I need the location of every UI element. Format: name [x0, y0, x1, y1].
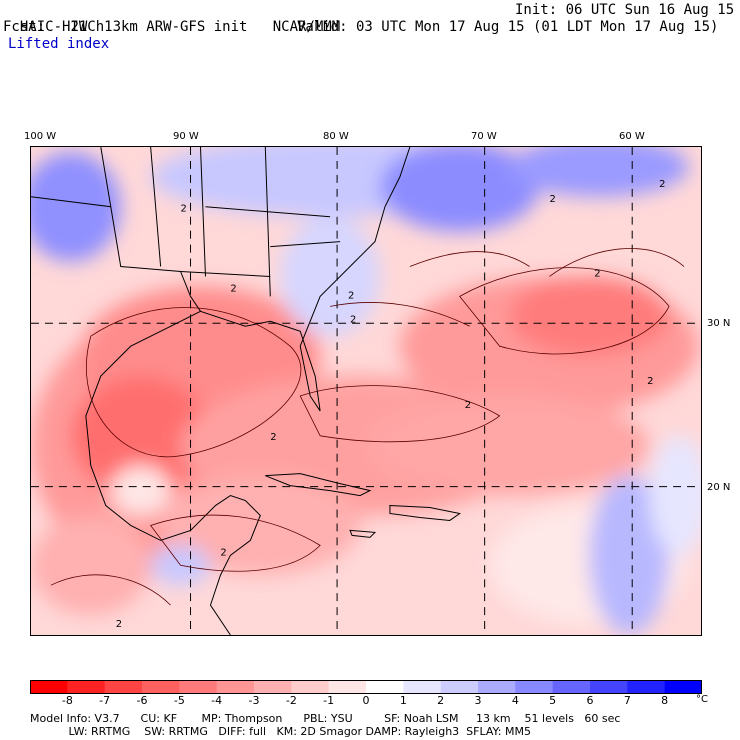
- colorbar-tick-label: -1: [323, 694, 335, 707]
- lon-label-90w: 90 W: [173, 131, 199, 142]
- contour-label: 2: [594, 268, 600, 279]
- coastlines: [31, 147, 461, 635]
- contour-label: 2: [465, 400, 471, 411]
- colorbar-tick-label: 7: [623, 694, 631, 707]
- fcst-value: 21 h: [70, 19, 105, 35]
- forecast-hour: Fcst: 21 h: [3, 19, 104, 36]
- colorbar-tick-label: 1: [399, 694, 407, 707]
- contour-label: 2: [659, 179, 665, 190]
- colorbar-swatch: [67, 680, 106, 694]
- lon-label-60w: 60 W: [619, 131, 645, 142]
- colorbar-swatch: [478, 680, 516, 694]
- contour-label: 2: [647, 376, 653, 387]
- colorbar-swatch: [366, 680, 404, 694]
- colorbar-swatch: [627, 680, 666, 694]
- fcst-label: Fcst:: [3, 19, 46, 35]
- contour-label: 2: [270, 432, 276, 443]
- colorbar-swatch: [440, 680, 479, 694]
- lat-label-30n: 30 N: [707, 318, 731, 329]
- model-info-line1: Model Info: V3.7 CU: KF MP: Thompson PBL…: [30, 712, 621, 725]
- model-info-line2: LW: RRTMG SW: RRTMG DIFF: full KM: 2D Sm…: [30, 725, 531, 738]
- color-bar: [30, 680, 702, 694]
- colorbar-tick-label: -8: [61, 694, 73, 707]
- colorbar-swatch: [590, 680, 628, 694]
- colorbar-swatch: [30, 680, 68, 694]
- colorbar-tick-label: -7: [99, 694, 111, 707]
- lon-label-70w: 70 W: [471, 131, 497, 142]
- org-name: NCAR/MMM: [272, 19, 341, 35]
- colorbar-swatch: [664, 680, 702, 694]
- contour-label: 2: [181, 204, 187, 215]
- colorbar-tick-label: -2: [285, 694, 297, 707]
- colorbar-swatch: [552, 680, 591, 694]
- colorbar-swatch: [179, 680, 218, 694]
- contour-labels: 2 2 2 2 2 2 2 2 2 2 2 2: [116, 179, 666, 630]
- colorbar-tick-label: 2: [437, 694, 445, 707]
- contour-label: 2: [220, 547, 226, 558]
- colorbar-swatch: [328, 680, 367, 694]
- contour-label: 2: [350, 314, 356, 325]
- colorbar-unit: °C: [696, 694, 708, 705]
- valid-time: Valid: 03 UTC Mon 17 Aug 15 (01 LDT Mon …: [297, 19, 719, 35]
- colorbar-tick-label: 5: [549, 694, 557, 707]
- lat-label-20n: 20 N: [707, 482, 731, 493]
- graticule: [31, 147, 701, 635]
- contour-label: 2: [549, 194, 555, 205]
- contours: [50, 248, 685, 606]
- lon-label-100w: 100 W: [24, 131, 57, 142]
- colorbar-swatch: [403, 680, 442, 694]
- colorbar-tick-label: 3: [474, 694, 482, 707]
- colorbar-tick-label: -4: [211, 694, 223, 707]
- contour-label: 2: [230, 283, 236, 294]
- colorbar-tick-label: -3: [248, 694, 260, 707]
- colorbar-tick-label: 8: [661, 694, 669, 707]
- colorbar-swatch: [515, 680, 554, 694]
- contour-label: 2: [116, 619, 122, 630]
- colorbar-tick-label: 0: [362, 694, 370, 707]
- colorbar-swatch: [104, 680, 143, 694]
- lon-label-80w: 80 W: [323, 131, 349, 142]
- model-name: HAIC-HIWC 13km ARW-GFS init: [19, 19, 248, 35]
- colorbar-tick-label: 4: [511, 694, 519, 707]
- field-name: Lifted index: [8, 36, 110, 52]
- model-title: HAIC-HIWC 13km ARW-GFS init NCAR/MMM: [3, 2, 340, 36]
- colorbar-tick-label: -5: [173, 694, 185, 707]
- colorbar-swatch: [291, 680, 330, 694]
- colorbar-tick-label: 6: [586, 694, 594, 707]
- init-time: Init: 06 UTC Sun 16 Aug 15: [515, 2, 735, 18]
- contour-label: 2: [348, 290, 354, 301]
- colorbar-swatch: [216, 680, 255, 694]
- colorbar-tick-label: -6: [136, 694, 148, 707]
- lifted-index-map: 2 2 2 2 2 2 2 2 2 2 2 2: [30, 146, 702, 636]
- colorbar-swatch: [142, 680, 180, 694]
- field-shading: [31, 147, 701, 635]
- colorbar-swatch: [254, 680, 292, 694]
